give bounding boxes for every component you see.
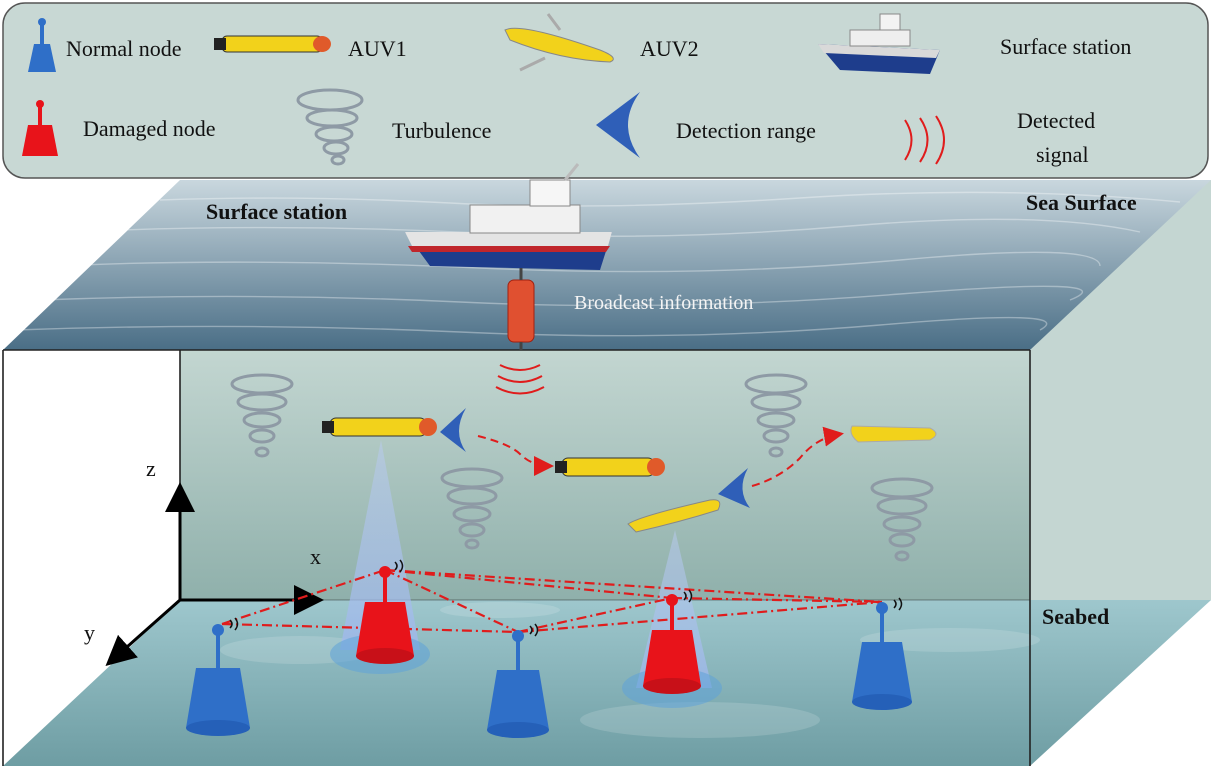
legend-auv1-label: AUV1 [348, 36, 407, 61]
coordinate-axes [105, 482, 324, 666]
network-links [221, 568, 883, 634]
surface-station-label: Surface station [206, 199, 348, 224]
normal-node-2 [487, 630, 549, 738]
seabed [3, 600, 1211, 766]
legend-turbulence-label: Turbulence [392, 118, 492, 143]
turbulence-legend-icon [296, 88, 364, 166]
box-left-face [3, 350, 180, 752]
axis-z-label: z [146, 456, 156, 481]
sea-surface-label: Sea Surface [1026, 190, 1137, 215]
detection-range-2 [718, 468, 750, 508]
legend-detection-range-label: Detection range [676, 118, 816, 143]
node-signal-marks [229, 559, 903, 637]
legend-surface-station-label: Surface station [1000, 34, 1132, 59]
auv1-scene-1 [322, 417, 437, 437]
axis-y-label: y [84, 620, 95, 645]
turbulence-4 [870, 477, 934, 562]
boat-legend-icon [818, 13, 940, 74]
auv2-scene-1 [627, 499, 721, 533]
damaged-node-legend-icon [22, 100, 58, 156]
detection-range-1 [440, 408, 466, 452]
auv2-path-arrow [751, 426, 844, 487]
broadcast-signal [495, 364, 545, 395]
detection-beam-1 [340, 440, 420, 650]
detection-range-legend-icon [596, 92, 640, 158]
auv1-legend-icon [214, 35, 331, 53]
legend-detected-signal-label-2: signal [1036, 142, 1089, 167]
turbulence-1 [230, 373, 294, 458]
broadcast-information-label: Broadcast information [574, 292, 754, 314]
legend-panel [2, 2, 1209, 179]
auv1-path-arrow [477, 435, 554, 476]
seabed-label: Seabed [1042, 604, 1110, 629]
normal-node-1 [186, 624, 250, 736]
damaged-node-1 [356, 566, 414, 664]
auv1-scene-2 [555, 457, 665, 477]
turbulence-3 [744, 373, 808, 458]
auv2-legend-icon [504, 13, 614, 72]
normal-node-legend-icon [28, 18, 56, 72]
broadcast-buoy [507, 268, 535, 350]
damaged-node-2 [643, 594, 701, 694]
auv2-scene-2 [850, 425, 937, 443]
sea-surface [3, 180, 1211, 350]
surface-station-boat [405, 163, 612, 270]
legend-auv2-label: AUV2 [640, 36, 699, 61]
turbulence-2 [440, 467, 504, 550]
legend-detected-signal-label-1: Detected [1017, 108, 1096, 133]
normal-node-3 [852, 602, 912, 710]
detected-signal-legend-icon [904, 115, 945, 165]
axis-x-label: x [310, 544, 321, 569]
legend-damaged-node-label: Damaged node [83, 116, 216, 141]
legend-normal-node-label: Normal node [66, 36, 182, 61]
